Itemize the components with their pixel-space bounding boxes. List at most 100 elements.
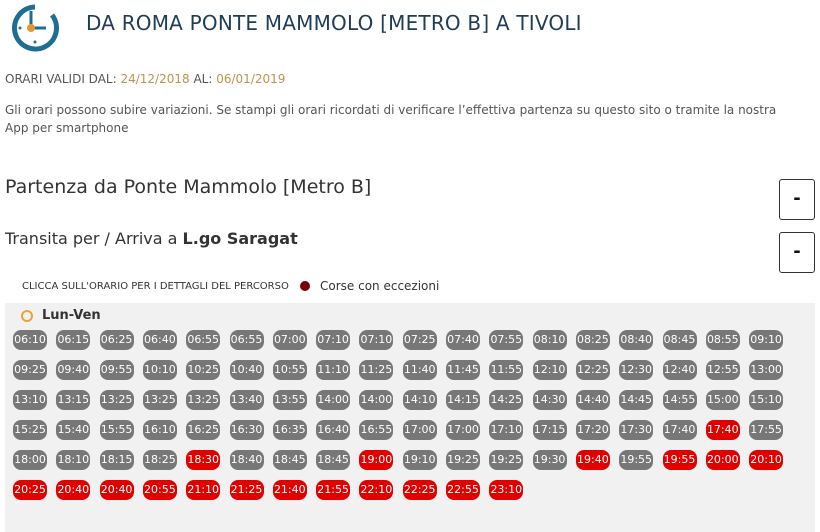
departure-time[interactable]: 17:10 (489, 420, 524, 440)
collapse-departure-button[interactable]: - (779, 179, 815, 220)
departure-time[interactable]: 12:40 (662, 360, 697, 380)
departure-time[interactable]: 13:25 (186, 390, 221, 410)
departure-time-exception[interactable]: 19:40 (575, 450, 610, 470)
departure-time[interactable]: 11:10 (316, 360, 351, 380)
departure-time[interactable]: 19:30 (532, 450, 567, 470)
departure-time[interactable]: 16:35 (272, 420, 307, 440)
departure-time[interactable]: 17:30 (619, 420, 654, 440)
departure-time[interactable]: 13:00 (749, 360, 784, 380)
departure-time[interactable]: 06:25 (99, 330, 134, 350)
departure-time[interactable]: 17:20 (575, 420, 610, 440)
departure-time[interactable]: 11:25 (359, 360, 394, 380)
departure-time-exception[interactable]: 19:55 (662, 450, 697, 470)
departure-time[interactable]: 18:40 (229, 450, 264, 470)
departure-time[interactable]: 14:40 (575, 390, 610, 410)
departure-time[interactable]: 06:40 (142, 330, 177, 350)
departure-time[interactable]: 17:40 (662, 420, 697, 440)
departure-time[interactable]: 08:25 (575, 330, 610, 350)
departure-time-exception[interactable]: 22:25 (402, 480, 437, 500)
departure-time[interactable]: 19:25 (446, 450, 480, 470)
departure-time[interactable]: 11:45 (446, 360, 480, 380)
departure-time[interactable]: 14:00 (316, 390, 351, 410)
departure-time[interactable]: 07:00 (272, 330, 307, 350)
departure-time-exception[interactable]: 20:40 (99, 480, 134, 500)
departure-time-exception[interactable]: 23:10 (489, 480, 524, 500)
departure-time[interactable]: 09:10 (749, 330, 784, 350)
departure-time[interactable]: 14:45 (619, 390, 654, 410)
departure-time[interactable]: 13:55 (272, 390, 307, 410)
departure-time[interactable]: 07:40 (446, 330, 480, 350)
departure-time-exception[interactable]: 21:10 (186, 480, 221, 500)
departure-time[interactable]: 14:25 (489, 390, 524, 410)
departure-time[interactable]: 06:10 (13, 330, 47, 350)
departure-time[interactable]: 12:55 (705, 360, 740, 380)
departure-time[interactable]: 16:30 (229, 420, 264, 440)
departure-time[interactable]: 16:10 (142, 420, 177, 440)
departure-time[interactable]: 12:25 (575, 360, 610, 380)
departure-time[interactable]: 10:25 (186, 360, 221, 380)
departure-time-exception[interactable]: 21:40 (272, 480, 307, 500)
departure-time[interactable]: 17:15 (532, 420, 567, 440)
departure-time[interactable]: 09:40 (56, 360, 91, 380)
departure-time-exception[interactable]: 22:55 (446, 480, 480, 500)
departure-time[interactable]: 08:45 (662, 330, 697, 350)
departure-time[interactable]: 13:10 (13, 390, 47, 410)
departure-time[interactable]: 08:10 (532, 330, 567, 350)
departure-time[interactable]: 10:10 (142, 360, 177, 380)
departure-time[interactable]: 15:10 (749, 390, 784, 410)
departure-time[interactable]: 09:25 (13, 360, 47, 380)
departure-time[interactable]: 14:00 (359, 390, 394, 410)
departure-time[interactable]: 08:55 (705, 330, 740, 350)
departure-time[interactable]: 15:25 (13, 420, 47, 440)
departure-time[interactable]: 18:00 (13, 450, 47, 470)
departure-time[interactable]: 14:15 (446, 390, 480, 410)
collapse-via-button[interactable]: - (779, 232, 815, 273)
departure-time[interactable]: 19:55 (619, 450, 654, 470)
departure-time[interactable]: 14:10 (402, 390, 437, 410)
departure-time-exception[interactable]: 22:10 (359, 480, 394, 500)
departure-time-exception[interactable]: 19:00 (359, 450, 394, 470)
departure-time[interactable]: 15:00 (705, 390, 740, 410)
departure-time-exception[interactable]: 20:40 (56, 480, 91, 500)
departure-time[interactable]: 17:55 (749, 420, 784, 440)
departure-time[interactable]: 09:55 (99, 360, 134, 380)
departure-time[interactable]: 11:40 (402, 360, 437, 380)
departure-time[interactable]: 06:15 (56, 330, 91, 350)
departure-time[interactable]: 13:25 (142, 390, 177, 410)
departure-time[interactable]: 12:10 (532, 360, 567, 380)
departure-time[interactable]: 06:55 (229, 330, 264, 350)
departure-time[interactable]: 18:25 (142, 450, 177, 470)
departure-time[interactable]: 14:55 (662, 390, 697, 410)
departure-time[interactable]: 19:10 (402, 450, 437, 470)
departure-time-exception[interactable]: 21:25 (229, 480, 264, 500)
departure-time-exception[interactable]: 17:40 (705, 420, 740, 440)
departure-time[interactable]: 07:10 (359, 330, 394, 350)
departure-time[interactable]: 18:15 (99, 450, 134, 470)
departure-time[interactable]: 13:25 (99, 390, 134, 410)
departure-time[interactable]: 12:30 (619, 360, 654, 380)
departure-time[interactable]: 16:55 (359, 420, 394, 440)
departure-time[interactable]: 14:30 (532, 390, 567, 410)
departure-time[interactable]: 15:55 (99, 420, 134, 440)
departure-time[interactable]: 16:40 (316, 420, 351, 440)
departure-time-exception[interactable]: 20:10 (749, 450, 784, 470)
departure-time-exception[interactable]: 21:55 (316, 480, 351, 500)
departure-time[interactable]: 17:00 (446, 420, 480, 440)
departure-time[interactable]: 18:45 (272, 450, 307, 470)
departure-time[interactable]: 15:40 (56, 420, 91, 440)
departure-time[interactable]: 06:55 (186, 330, 221, 350)
departure-time[interactable]: 07:55 (489, 330, 524, 350)
departure-time-exception[interactable]: 18:30 (186, 450, 221, 470)
departure-time[interactable]: 07:25 (402, 330, 437, 350)
departure-time[interactable]: 18:45 (316, 450, 351, 470)
departure-time[interactable]: 18:10 (56, 450, 91, 470)
departure-time-exception[interactable]: 20:25 (13, 480, 47, 500)
departure-time[interactable]: 10:55 (272, 360, 307, 380)
departure-time[interactable]: 13:40 (229, 390, 264, 410)
departure-time-exception[interactable]: 20:00 (705, 450, 740, 470)
departure-time[interactable]: 11:55 (489, 360, 524, 380)
departure-time[interactable]: 07:10 (316, 330, 351, 350)
departure-time[interactable]: 16:25 (186, 420, 221, 440)
departure-time[interactable]: 19:25 (489, 450, 524, 470)
departure-time[interactable]: 08:40 (619, 330, 654, 350)
